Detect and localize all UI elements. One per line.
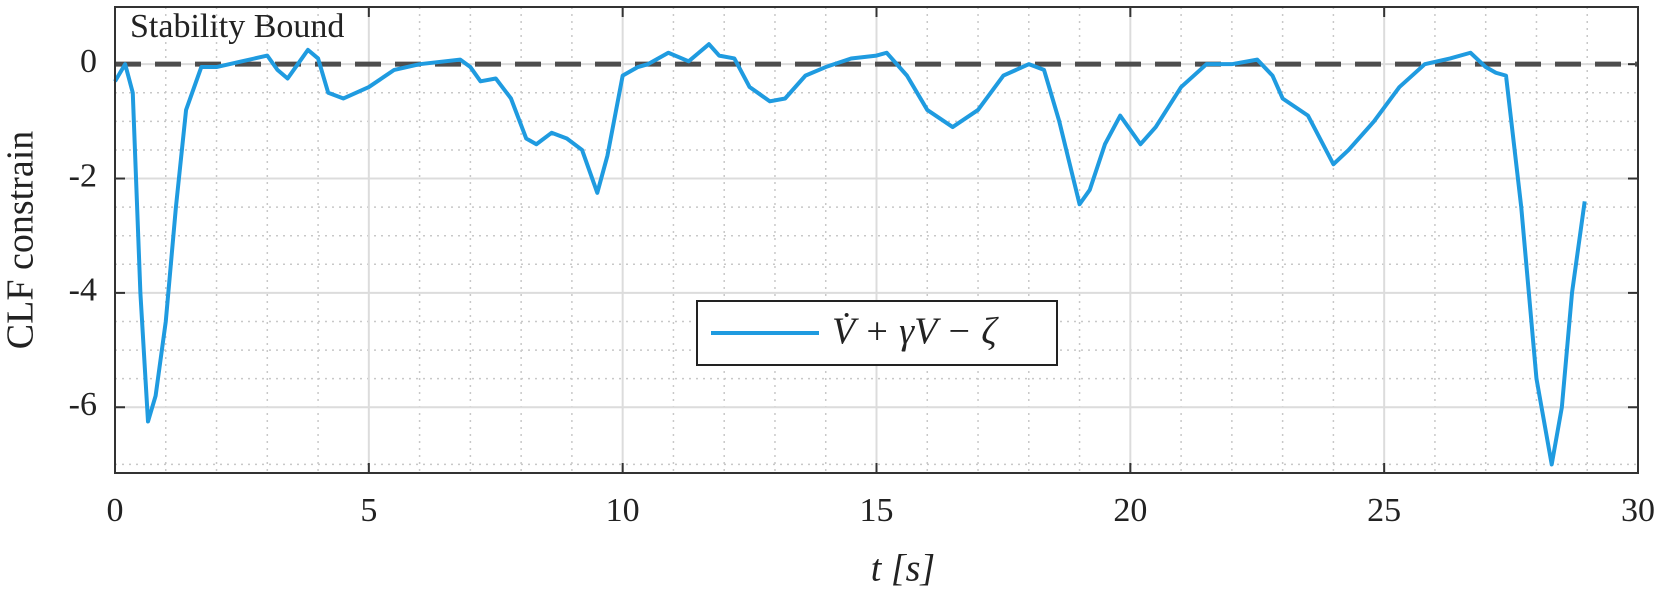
x-tick-label: 25 bbox=[1367, 492, 1401, 529]
x-tick-label: 20 bbox=[1113, 492, 1147, 529]
y-tick-label: -6 bbox=[69, 386, 97, 423]
x-tick-label: 0 bbox=[107, 492, 124, 529]
y-axis-label: CLF constrain bbox=[0, 131, 42, 349]
y-tick-label: 0 bbox=[80, 43, 97, 80]
x-tick-label: 30 bbox=[1621, 492, 1655, 529]
y-tick-label: -2 bbox=[69, 157, 97, 194]
y-tick-label: -4 bbox=[69, 272, 97, 309]
plot-frame bbox=[114, 6, 1639, 474]
x-tick-label: 15 bbox=[860, 492, 894, 529]
x-tick-label: 5 bbox=[360, 492, 377, 529]
x-tick-label: 10 bbox=[606, 492, 640, 529]
reference-label: Stability Bound bbox=[130, 8, 344, 45]
legend-label: V̇ + γV − ζ bbox=[832, 311, 999, 353]
x-axis-label: t [s] bbox=[871, 548, 935, 590]
data-line bbox=[113, 42, 1587, 467]
